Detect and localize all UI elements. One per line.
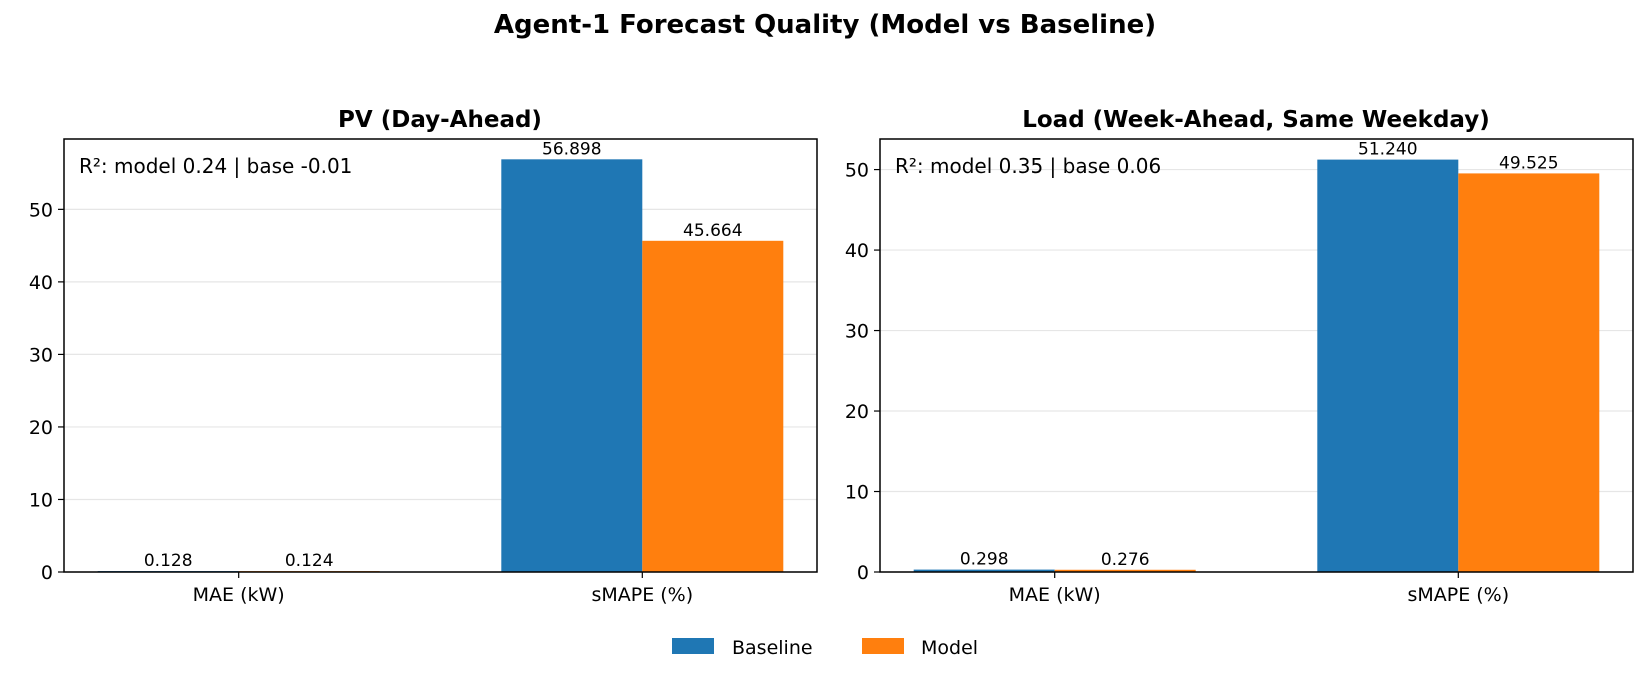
y-tick-label: 50 [29,199,53,221]
y-tick-label: 40 [29,272,53,294]
legend: Baseline Model [672,637,978,659]
data-label: 0.128 [144,551,193,571]
r2-annotation: R²: model 0.24 | base -0.01 [79,154,352,178]
legend-swatch-baseline [672,638,714,654]
axes-frame [63,138,818,573]
bar-model [642,240,784,573]
legend-label-model: Model [921,637,978,659]
bar-baseline [1317,159,1459,573]
data-label: 0.124 [285,551,334,571]
data-label: 51.240 [1358,140,1417,160]
data-label: 49.525 [1499,153,1558,173]
y-tick-label: 20 [29,417,53,439]
panel-title: PV (Day-Ahead) [338,107,542,133]
y-tick-label: 0 [41,562,53,584]
bar-model [1458,173,1600,572]
r2-annotation: R²: model 0.35 | base 0.06 [895,154,1161,178]
bar-model [1054,569,1196,572]
bar-baseline [501,159,643,573]
chart-panel-pv: PV (Day-Ahead) 0 10 20 30 40 50 0.128 0.124MAE … [29,107,818,606]
legend-swatch-model [862,638,904,654]
chart-panel-load: Load (Week-Ahead, Same Weekday) 0 10 20 30 4… [845,107,1634,606]
y-tick-label: 50 [845,160,869,182]
bar-baseline [913,569,1055,572]
x-tick-label: MAE (kW) [1009,584,1101,606]
data-label: 0.298 [960,550,1009,570]
data-label: 56.898 [542,139,601,159]
data-label: 0.276 [1101,550,1150,570]
y-tick-label: 30 [29,344,53,366]
x-tick-label: MAE (kW) [193,584,285,606]
axes-frame [879,138,1634,573]
y-tick-label: 10 [29,489,53,511]
legend-label-baseline: Baseline [732,637,813,659]
y-tick-label: 30 [845,321,869,343]
data-label: 45.664 [683,221,742,241]
x-tick-label: sMAPE (%) [591,584,693,606]
y-tick-label: 40 [845,240,869,262]
figure-title: Agent-1 Forecast Quality (Model vs Basel… [494,10,1156,40]
panel-title: Load (Week-Ahead, Same Weekday) [1022,107,1490,133]
y-tick-label: 10 [845,482,869,504]
y-tick-label: 20 [845,401,869,423]
x-tick-label: sMAPE (%) [1407,584,1509,606]
y-tick-label: 0 [857,562,869,584]
